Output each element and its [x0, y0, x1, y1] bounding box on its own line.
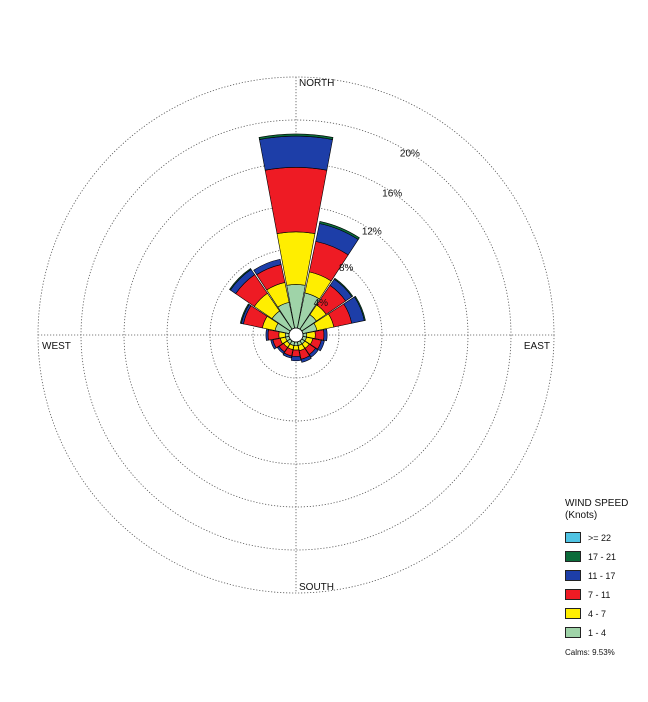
- ring-label: 8%: [339, 263, 354, 274]
- petal-e-bin-3: [323, 328, 328, 342]
- petal-s-bin-2: [291, 349, 301, 357]
- petal-sw-bin-3: [276, 346, 285, 355]
- legend-label: 11 - 17: [588, 570, 616, 581]
- petal-sse-bin-3: [300, 355, 312, 363]
- legend-swatch: [565, 627, 581, 638]
- legend-swatch: [565, 589, 581, 600]
- legend-label: 1 - 4: [588, 627, 607, 638]
- direction-label-north: NORTH: [299, 78, 334, 89]
- legend-entry: >= 22: [565, 528, 628, 547]
- petal-se-bin-3: [308, 347, 319, 358]
- legend-units: (Knots): [565, 510, 598, 521]
- petal-nnw-bin-3: [253, 258, 282, 276]
- petal-ne-bin-4: [333, 277, 354, 298]
- legend-entry: 7 - 11: [565, 585, 628, 604]
- calm-center-circle: [288, 327, 304, 343]
- petal-wsw-bin-3: [270, 339, 277, 350]
- petal-w-bin-3: [265, 329, 269, 341]
- legend-entry: 1 - 4: [565, 623, 628, 642]
- legend-entry: 4 - 7: [565, 604, 628, 623]
- wind-petals: [229, 133, 366, 363]
- petal-wnw-bin-4: [239, 303, 250, 324]
- calms-label: Calms: 9.53%: [565, 648, 615, 657]
- legend-swatch: [565, 608, 581, 619]
- direction-label-south: SOUTH: [299, 582, 334, 593]
- legend-label: 7 - 11: [588, 589, 611, 600]
- legend-swatch: [565, 570, 581, 581]
- ring-label: 16%: [382, 188, 402, 199]
- petal-n-bin-4: [258, 133, 334, 140]
- legend-title: WIND SPEED: [565, 498, 629, 509]
- ring-labels: 4% 8% 12% 16% 20%: [314, 149, 420, 309]
- grid-ring: [209, 248, 383, 422]
- direction-label-west: WEST: [42, 341, 71, 352]
- legend-label: 17 - 21: [588, 551, 617, 562]
- legend-entry: 11 - 17: [565, 566, 628, 585]
- petal-nw-bin-4: [229, 268, 252, 291]
- petal-w-bin-2: [267, 329, 280, 341]
- legend-swatch: [565, 532, 581, 543]
- direction-label-east: EAST: [524, 341, 550, 352]
- legend-entry: 17 - 21: [565, 547, 628, 566]
- legend-entries: >= 22 17 - 21 11 - 17 7 - 11 4 - 7 1 - 4: [565, 528, 628, 642]
- ring-label: 4%: [314, 298, 329, 309]
- petal-ene-bin-4: [354, 295, 366, 321]
- direction-labels: NORTH EAST SOUTH WEST: [42, 78, 550, 593]
- petal-ssw-bin-3: [282, 352, 292, 359]
- legend: WIND SPEED (Knots) >= 22 17 - 21 11 - 17 7 …: [565, 498, 628, 657]
- petal-ese-bin-3: [317, 339, 325, 352]
- ring-label: 12%: [362, 227, 382, 238]
- petal-s-bin-3: [290, 355, 302, 362]
- petal-n-bin-3: [259, 135, 333, 171]
- petal-s-bin-1: [292, 345, 300, 351]
- legend-label: 4 - 7: [588, 608, 607, 619]
- legend-label: >= 22: [588, 532, 612, 543]
- petal-e-bin-2: [314, 329, 325, 341]
- ring-label: 20%: [400, 149, 420, 160]
- petal-n-bin-2: [264, 167, 328, 234]
- petal-nne-bin-4: [319, 221, 360, 240]
- legend-swatch: [565, 551, 581, 562]
